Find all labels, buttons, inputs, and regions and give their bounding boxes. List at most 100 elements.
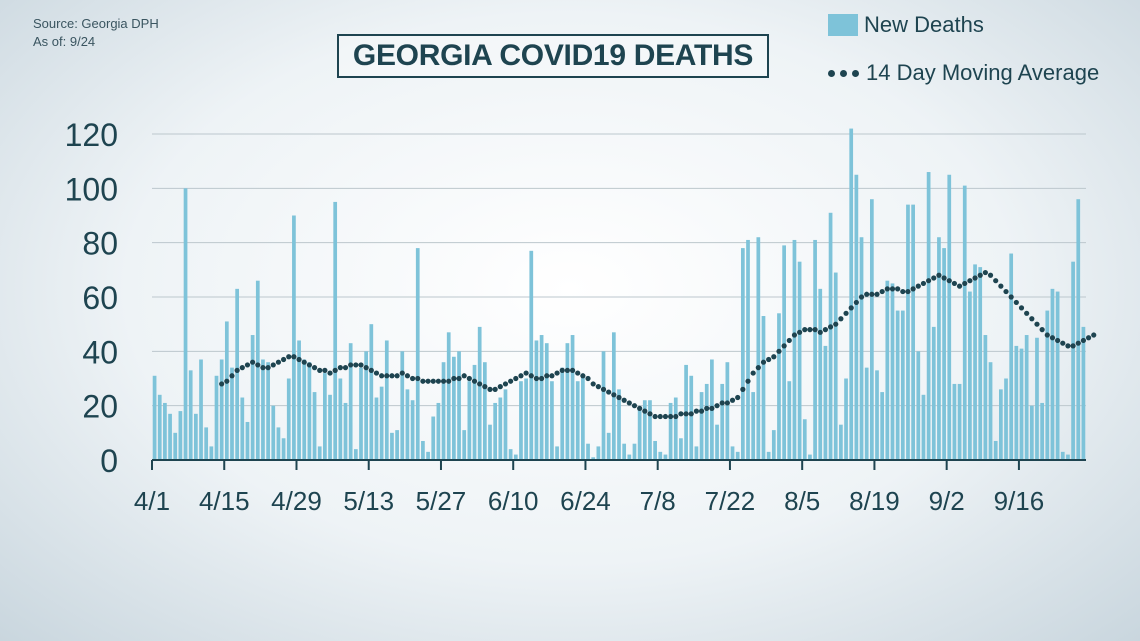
average-point: [874, 291, 880, 297]
y-tick-label: 100: [65, 171, 118, 207]
bar: [849, 128, 854, 460]
average-point: [889, 286, 896, 292]
average-point: [585, 375, 591, 382]
average-point: [987, 272, 994, 278]
average-point: [260, 365, 266, 371]
bar: [890, 283, 895, 460]
x-tick-label: 6/24: [560, 486, 611, 516]
average-point: [817, 329, 823, 335]
average-point: [569, 367, 576, 373]
bar: [673, 397, 678, 460]
average-point: [869, 291, 875, 297]
bar: [570, 335, 575, 460]
bar: [1055, 291, 1060, 460]
bar: [524, 378, 528, 460]
bar: [782, 245, 786, 460]
bar: [648, 400, 652, 460]
average-point: [729, 397, 736, 403]
bar: [869, 199, 874, 460]
bar: [436, 402, 441, 460]
average-point: [497, 384, 503, 390]
bar: [204, 427, 209, 460]
bar: [163, 402, 167, 460]
average-point: [637, 405, 643, 411]
bar: [178, 411, 183, 460]
bar: [993, 440, 998, 460]
average-point: [280, 356, 287, 363]
x-tick-label: 5/13: [343, 486, 394, 516]
bar: [472, 364, 477, 460]
average-point: [771, 354, 777, 360]
average-point: [229, 373, 235, 379]
average-point: [440, 378, 447, 384]
average-point: [745, 378, 751, 384]
x-tick-label: 7/8: [640, 486, 676, 516]
bar: [415, 248, 420, 460]
bar: [813, 239, 817, 460]
average-point: [657, 413, 663, 420]
average-point: [513, 375, 519, 382]
average-point: [1029, 316, 1035, 322]
average-point: [920, 280, 927, 287]
average-point: [265, 365, 271, 371]
bar: [384, 340, 389, 460]
bar: [735, 451, 740, 460]
average-point: [797, 329, 803, 335]
y-tick-label: 60: [82, 280, 118, 316]
average-point: [931, 275, 937, 281]
bar: [462, 430, 467, 460]
bar: [854, 174, 859, 460]
bar: [766, 451, 771, 460]
average-point: [502, 381, 509, 387]
bar: [173, 432, 178, 460]
average-point: [415, 375, 421, 382]
average-point: [1070, 343, 1076, 349]
average-point: [363, 365, 369, 371]
average-point: [311, 365, 318, 371]
average-point: [1003, 288, 1009, 295]
average-point: [956, 283, 963, 289]
average-point: [332, 367, 338, 373]
average-point: [621, 397, 627, 403]
bar: [188, 370, 193, 460]
x-tick-label: 4/1: [134, 486, 170, 516]
bar: [720, 383, 725, 460]
bar: [1035, 337, 1039, 460]
average-point: [250, 359, 256, 365]
average-point: [1039, 327, 1045, 333]
x-tick-label: 4/29: [271, 486, 322, 516]
average-point: [554, 370, 560, 376]
average-point: [518, 373, 524, 379]
bar: [302, 359, 307, 460]
bar: [952, 383, 957, 460]
bar: [1076, 199, 1081, 460]
average-point: [693, 408, 700, 414]
average-point: [967, 278, 973, 284]
bar: [457, 351, 461, 460]
bar: [317, 446, 322, 460]
bar: [962, 185, 967, 460]
bar: [348, 343, 353, 460]
bar: [209, 446, 214, 460]
bar: [839, 424, 843, 460]
average-point: [379, 373, 385, 379]
average-point: [951, 280, 958, 287]
bar: [694, 446, 699, 460]
average-point: [600, 386, 607, 392]
average-point: [926, 278, 932, 284]
bar: [544, 343, 549, 460]
average-point: [1080, 337, 1087, 344]
bar: [751, 392, 756, 460]
average-point: [580, 373, 586, 379]
average-point: [1024, 310, 1030, 316]
bar: [482, 362, 487, 460]
average-point: [740, 386, 746, 392]
average-point: [404, 373, 411, 379]
average-point: [879, 288, 885, 295]
bar: [333, 201, 338, 461]
average-point: [353, 362, 359, 368]
chart-title: GEORGIA COVID19 DEATHS: [337, 34, 769, 78]
bar: [255, 280, 260, 460]
bar: [730, 446, 735, 460]
legend-label-average: 14 Day Moving Average: [866, 60, 1100, 85]
